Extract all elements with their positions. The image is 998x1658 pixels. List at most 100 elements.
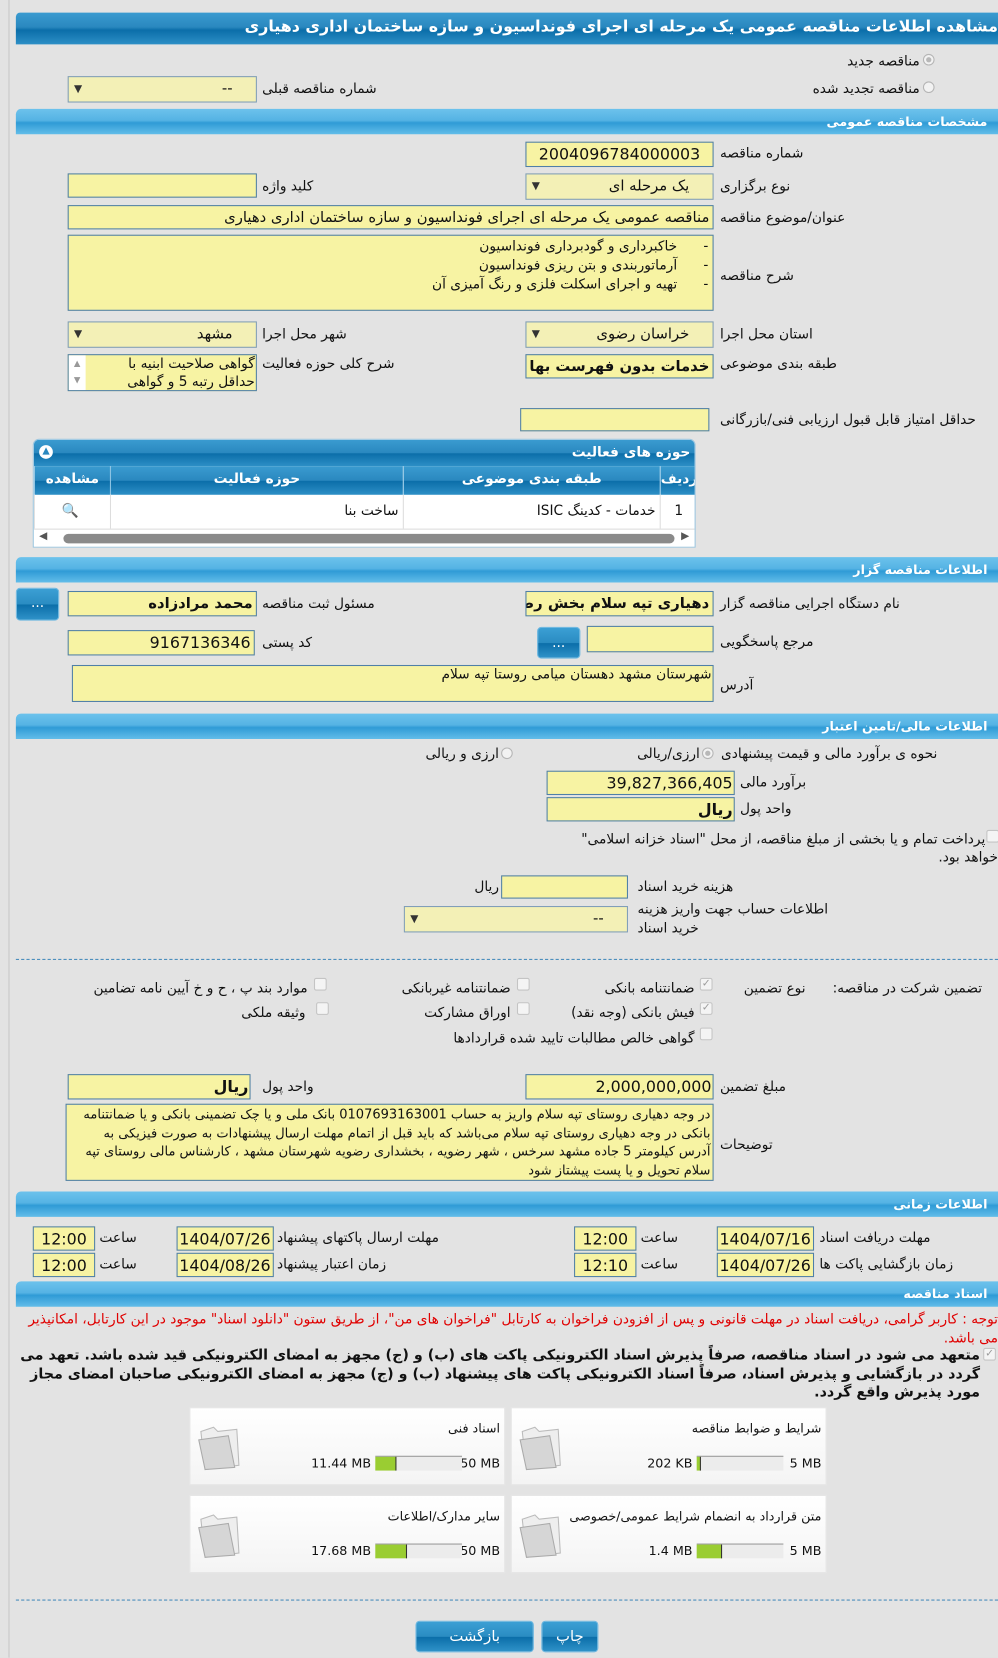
doc-receive-label: مهلت دریافت اسناد [819,1230,931,1247]
file-card[interactable]: شرایط و ضوابط مناقصه 5 MB 202 KB [510,1407,827,1486]
scroll-left-icon[interactable]: ◀ [39,530,48,543]
province-label: استان محل اجرا [719,326,813,343]
city-select[interactable]: مشهد ▼ [67,321,257,348]
section-documents: اسناد مناقصه [15,1281,998,1307]
file-max-size: 50 MB [460,1543,501,1559]
submit-time-field[interactable]: 12:00 [32,1226,96,1251]
checkbox-participation-bonds-label: اوراق مشارکت [424,1005,511,1022]
radio-renewed-tender[interactable] [922,81,935,94]
opening-label: زمان بازگشایی پاکت ها [819,1257,954,1273]
print-button[interactable]: چاپ [541,1620,599,1653]
file-max-size: 5 MB [789,1455,822,1471]
scroll-right-icon[interactable]: ▶ [681,530,690,543]
currency-field[interactable]: ریال [546,797,735,822]
tender-number-field[interactable]: 2004096784000003 [525,141,714,168]
validity-date-field[interactable]: 1404/08/26 [176,1252,274,1278]
checkbox-property-collateral[interactable] [316,1002,329,1015]
view-icon[interactable]: 🔍 [33,494,110,529]
registrar-lookup-button[interactable]: ... [15,587,60,621]
city-value: مشهد [196,325,233,343]
file-used-size: 17.68 MB [311,1543,372,1559]
page-title: مشاهده اطلاعات مناقصه عمومی یک مرحله ای … [15,12,998,45]
submit-label: مهلت ارسال پاکتهای پیشنهاد [276,1230,439,1247]
horizontal-scrollbar[interactable]: ◀ ▶ [33,528,695,547]
account-label: اطلاعات حساب جهت واریز هزینه [637,901,829,918]
radio-method-currency-and-rial[interactable] [501,747,513,760]
estimate-field[interactable]: 39,827,366,405 [546,770,735,796]
guarantee-notes-textarea[interactable]: در وجه دهیاری روستای تپه سلام واریز به ح… [65,1103,714,1181]
guarantee-amount-field[interactable]: 2,000,000,000 [525,1074,714,1100]
opening-time-field[interactable]: 12:10 [574,1252,637,1278]
organizer-field[interactable]: دهیاری تپه سلام بخش رضویه [525,590,714,617]
account-value: -- [592,910,604,928]
reference-lookup-button[interactable]: ... [537,626,581,659]
folder-icon [519,1426,561,1471]
commitment-checkbox[interactable]: ✓ [983,1347,996,1361]
column-header-category: طبقه بندی موضوعی [402,466,660,495]
chevron-down-icon: ▼ [74,328,83,341]
documents-notice: توجه : کاربر گرامی، دریافت اسناد در مهلت… [28,1311,998,1347]
file-max-size: 5 MB [789,1543,822,1559]
tender-type-value: یک مرحله ای [608,177,690,195]
submit-date-field[interactable]: 1404/07/26 [176,1226,274,1251]
city-label: شهر محل اجرا [262,326,347,343]
guarantee-currency-field[interactable]: ریال [67,1074,251,1100]
checkbox-property-collateral-label: وثیقه ملکی [241,1005,306,1022]
validity-time-field[interactable]: 12:00 [32,1252,96,1278]
reference-field[interactable] [586,625,714,653]
section-finance: اطلاعات مالی/تامین اعتبار [15,713,998,739]
keyword-field[interactable] [67,173,257,198]
checkbox-bank-guarantee[interactable]: ✓ [699,977,713,991]
category-field[interactable]: خدمات بدون فهرست بها [525,354,714,379]
file-card[interactable]: سایر مدارک/اطلاعات 50 MB 17.68 MB [189,1494,506,1574]
min-score-field[interactable] [520,408,710,432]
chevron-down-icon: ▼ [410,913,419,926]
tender-type-label: نوع برگزاری [719,178,791,195]
category-label: طبقه بندی موضوعی [719,356,837,373]
checkbox-bank-receipt[interactable]: ✓ [699,1002,713,1015]
tender-type-select[interactable]: یک مرحله ای ▼ [525,173,714,200]
radio-method-currency-and-rial-label: ارزی و ریالی [425,746,499,763]
checkbox-participation-bonds[interactable] [516,1002,530,1015]
radio-method-rial[interactable] [701,747,714,760]
previous-tender-select[interactable]: -- ▼ [67,76,257,103]
doc-receive-time-field[interactable]: 12:00 [574,1226,637,1251]
subject-field[interactable]: مناقصه عمومی یک مرحله ای اجرای فونداسیون… [67,205,714,230]
postal-code-field[interactable]: 9167136346 [67,630,255,656]
province-select[interactable]: خراسان رضوی ▼ [525,321,714,348]
treasury-checkbox[interactable] [986,829,998,843]
section-timing: اطلاعات زمانی [15,1191,998,1217]
divider [15,958,998,960]
scrollbar-thumb[interactable] [63,533,675,544]
file-size-bar [375,1455,462,1471]
opening-date-field[interactable]: 1404/07/26 [716,1252,815,1278]
chevron-down-icon: ▼ [531,180,540,193]
activities-grid: حوزه های فعالیت ▲ ردیف طبقه بندی موضوعی … [32,438,696,548]
checkbox-net-claims[interactable] [699,1027,713,1041]
radio-method-rial-label: ارزی/ریالی [637,746,700,763]
checkbox-nonbank-guarantee-label: ضمانتنامه غیربانکی [401,981,511,997]
checkbox-nonbank-guarantee[interactable] [516,977,530,991]
doc-fee-label: هزینه خرید اسناد [637,879,734,896]
description-textarea[interactable]: - خاکبرداری و گودبرداری فونداسیون - آرما… [67,234,714,311]
account-select[interactable]: -- ▼ [403,906,628,933]
file-card[interactable]: متن قرارداد به انضمام شرایط عمومی/خصوصی … [510,1494,827,1574]
registrar-field[interactable]: محمد مرادزاده [67,590,257,617]
collapse-icon[interactable]: ▲ [39,445,53,459]
back-button[interactable]: بازگشت [415,1620,534,1653]
file-size-bar [696,1455,784,1471]
commitment-text: متعهد می شود در اسناد مناقصه، صرفاً پذیر… [20,1346,981,1401]
checkbox-regulation-items[interactable] [313,977,327,991]
page-border [8,0,10,1658]
description-label: شرح مناقصه [719,268,794,285]
keyword-label: کلید واژه [262,178,314,195]
file-used-size: 202 KB [647,1455,693,1471]
doc-receive-date-field[interactable]: 1404/07/16 [716,1226,815,1251]
address-textarea[interactable]: شهرستان مشهد دهستان میامی روستا تپه سلام [71,664,714,702]
file-card[interactable]: اسناد فنی 50 MB 11.44 MB [189,1407,506,1486]
guarantee-currency-label: واحد پول [262,1079,314,1096]
scope-textarea[interactable]: گواهی صلاحیت ابنیه با حداقل رتبه 5 و گوا… [67,354,257,392]
doc-fee-field[interactable] [501,875,628,899]
scrollbar[interactable]: ▲ ▼ [68,355,86,391]
radio-new-tender[interactable] [922,53,935,66]
